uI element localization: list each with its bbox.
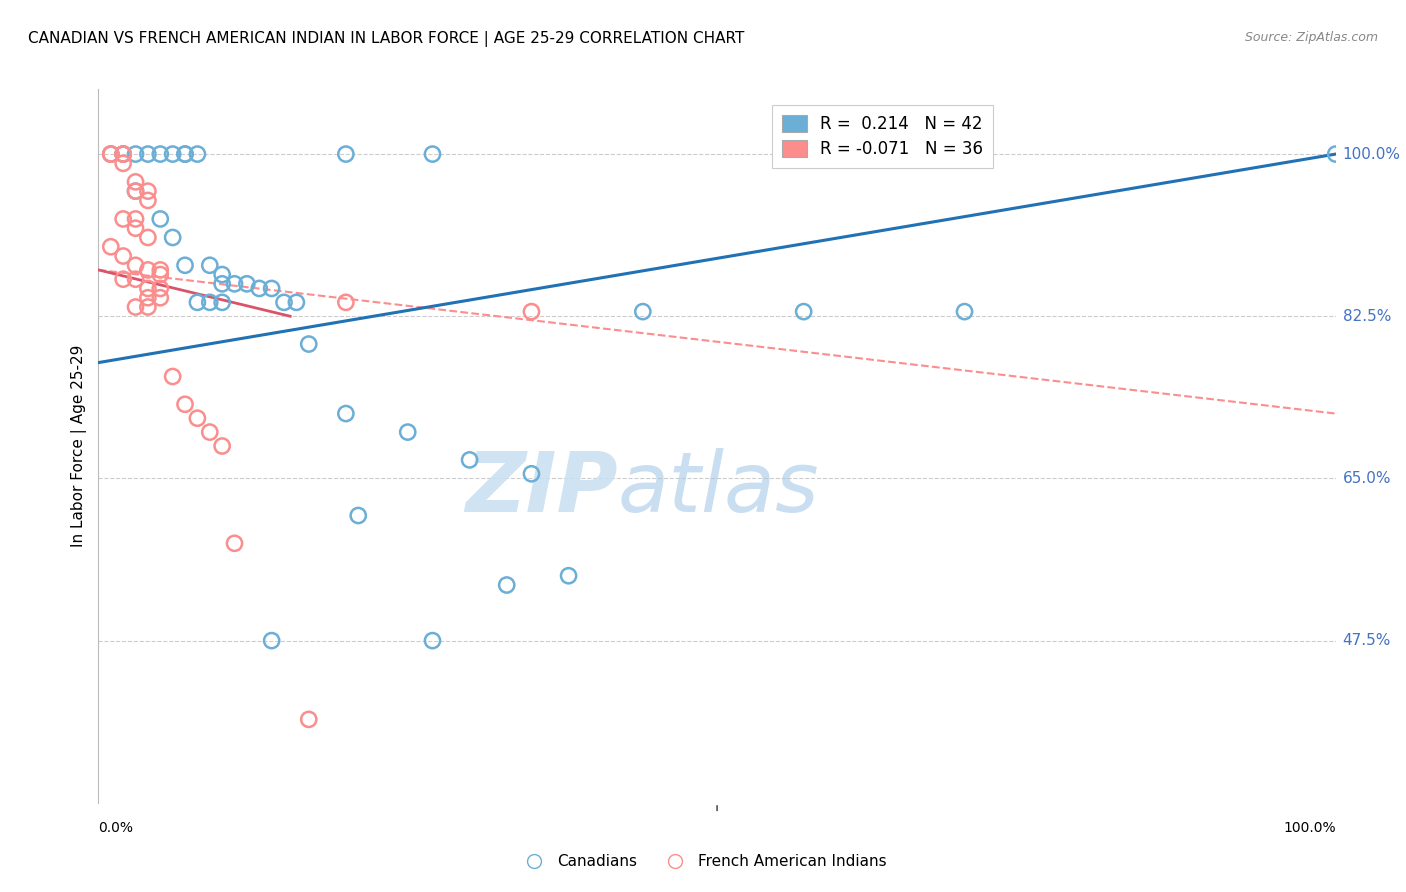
Point	[211, 295, 233, 310]
Point	[136, 263, 159, 277]
Point	[198, 258, 221, 272]
Point	[100, 147, 122, 161]
Point	[112, 272, 135, 286]
Point	[124, 147, 146, 161]
Text: 47.5%: 47.5%	[1343, 633, 1391, 648]
Point	[211, 439, 233, 453]
Point	[273, 295, 295, 310]
Legend: Canadians, French American Indians: Canadians, French American Indians	[513, 848, 893, 875]
Point	[124, 175, 146, 189]
Point	[162, 230, 184, 244]
Point	[136, 147, 159, 161]
Point	[520, 304, 543, 318]
Point	[298, 712, 321, 726]
Point	[100, 147, 122, 161]
Text: 100.0%: 100.0%	[1284, 821, 1336, 835]
Point	[124, 221, 146, 235]
Point	[112, 147, 135, 161]
Point	[136, 291, 159, 305]
Point	[186, 295, 208, 310]
Point	[557, 568, 579, 582]
Point	[198, 295, 221, 310]
Y-axis label: In Labor Force | Age 25-29: In Labor Force | Age 25-29	[72, 345, 87, 547]
Point	[520, 467, 543, 481]
Point	[198, 425, 221, 439]
Point	[347, 508, 370, 523]
Point	[124, 272, 146, 286]
Point	[136, 194, 159, 208]
Point	[174, 147, 197, 161]
Point	[335, 295, 357, 310]
Point	[149, 291, 172, 305]
Text: 0.0%: 0.0%	[98, 821, 134, 835]
Point	[136, 184, 159, 198]
Text: 100.0%: 100.0%	[1343, 146, 1400, 161]
Point	[112, 156, 135, 170]
Point	[112, 147, 135, 161]
Point	[112, 249, 135, 263]
Point	[149, 268, 172, 282]
Text: atlas: atlas	[619, 449, 820, 529]
Point	[162, 369, 184, 384]
Point	[124, 300, 146, 314]
Text: 65.0%: 65.0%	[1343, 471, 1391, 486]
Point	[136, 230, 159, 244]
Point	[149, 281, 172, 295]
Point	[112, 147, 135, 161]
Text: 82.5%: 82.5%	[1343, 309, 1391, 324]
Point	[136, 281, 159, 295]
Point	[211, 277, 233, 291]
Point	[186, 147, 208, 161]
Text: ZIP: ZIP	[465, 449, 619, 529]
Point	[124, 211, 146, 226]
Point	[422, 147, 444, 161]
Point	[174, 147, 197, 161]
Point	[335, 147, 357, 161]
Point	[422, 633, 444, 648]
Point	[112, 147, 135, 161]
Point	[124, 258, 146, 272]
Point	[260, 633, 283, 648]
Point	[149, 263, 172, 277]
Point	[335, 407, 357, 421]
Point	[458, 453, 481, 467]
Legend: R =  0.214   N = 42, R = -0.071   N = 36: R = 0.214 N = 42, R = -0.071 N = 36	[772, 104, 993, 168]
Text: Source: ZipAtlas.com: Source: ZipAtlas.com	[1244, 31, 1378, 45]
Point	[149, 147, 172, 161]
Point	[162, 147, 184, 161]
Point	[793, 304, 815, 318]
Point	[100, 147, 122, 161]
Point	[224, 536, 246, 550]
Point	[136, 300, 159, 314]
Point	[124, 184, 146, 198]
Point	[953, 304, 976, 318]
Text: CANADIAN VS FRENCH AMERICAN INDIAN IN LABOR FORCE | AGE 25-29 CORRELATION CHART: CANADIAN VS FRENCH AMERICAN INDIAN IN LA…	[28, 31, 745, 47]
Point	[149, 211, 172, 226]
Point	[631, 304, 654, 318]
Point	[1324, 147, 1347, 161]
Point	[224, 277, 246, 291]
Point	[100, 240, 122, 254]
Point	[396, 425, 419, 439]
Point	[186, 411, 208, 425]
Point	[236, 277, 259, 291]
Point	[124, 184, 146, 198]
Point	[298, 337, 321, 351]
Point	[112, 211, 135, 226]
Point	[247, 281, 270, 295]
Point	[285, 295, 308, 310]
Point	[174, 397, 197, 411]
Point	[174, 258, 197, 272]
Point	[495, 578, 517, 592]
Point	[260, 281, 283, 295]
Point	[211, 268, 233, 282]
